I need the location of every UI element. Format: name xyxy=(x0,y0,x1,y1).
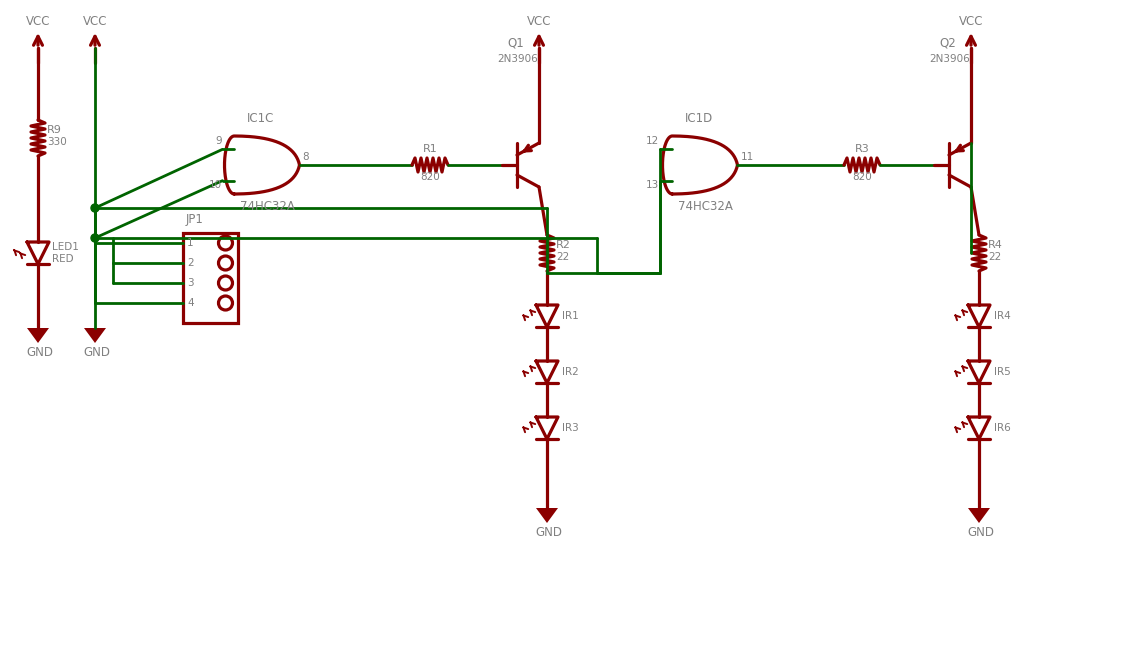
Text: IR6: IR6 xyxy=(994,423,1010,433)
Text: 9: 9 xyxy=(215,136,221,146)
Text: 74HC32A: 74HC32A xyxy=(241,200,294,213)
Text: 4: 4 xyxy=(188,298,193,308)
Circle shape xyxy=(91,204,99,212)
Text: R3: R3 xyxy=(854,144,869,154)
Text: 2: 2 xyxy=(188,258,193,268)
Text: IR3: IR3 xyxy=(562,423,579,433)
Text: 11: 11 xyxy=(741,152,754,162)
Text: 3: 3 xyxy=(188,278,193,288)
Text: R9: R9 xyxy=(47,125,62,135)
Text: 22: 22 xyxy=(556,252,569,262)
Text: R4: R4 xyxy=(988,240,1003,250)
Text: Q1: Q1 xyxy=(507,36,524,49)
Text: GND: GND xyxy=(83,346,110,359)
Text: 12: 12 xyxy=(646,136,660,146)
Text: GND: GND xyxy=(535,526,562,539)
Text: IC1C: IC1C xyxy=(247,112,274,125)
Text: 330: 330 xyxy=(47,137,66,147)
Text: R2: R2 xyxy=(556,240,571,250)
Text: 1: 1 xyxy=(188,238,193,248)
Text: GND: GND xyxy=(26,346,53,359)
Circle shape xyxy=(91,234,99,242)
Polygon shape xyxy=(27,328,49,343)
Polygon shape xyxy=(536,508,558,523)
Text: Q2: Q2 xyxy=(939,36,955,49)
Text: 13: 13 xyxy=(646,180,660,190)
Text: VCC: VCC xyxy=(26,15,51,28)
Text: IR5: IR5 xyxy=(994,367,1010,377)
Text: IR2: IR2 xyxy=(562,367,579,377)
Text: JP1: JP1 xyxy=(185,213,203,226)
Text: RED: RED xyxy=(52,254,74,264)
Text: 10: 10 xyxy=(208,180,221,190)
Text: IR4: IR4 xyxy=(994,311,1010,321)
Text: VCC: VCC xyxy=(527,15,552,28)
Text: VCC: VCC xyxy=(83,15,108,28)
Text: IR1: IR1 xyxy=(562,311,579,321)
Text: 2N3906: 2N3906 xyxy=(497,54,537,64)
Text: GND: GND xyxy=(967,526,994,539)
Text: R1: R1 xyxy=(423,144,437,154)
Polygon shape xyxy=(84,328,106,343)
Text: 2N3906: 2N3906 xyxy=(930,54,970,64)
Text: 74HC32A: 74HC32A xyxy=(678,200,733,213)
Text: 820: 820 xyxy=(420,172,439,182)
Text: 22: 22 xyxy=(988,252,1001,262)
Polygon shape xyxy=(968,508,990,523)
Text: 820: 820 xyxy=(852,172,872,182)
Bar xyxy=(182,233,237,323)
Text: 8: 8 xyxy=(302,152,309,162)
Text: VCC: VCC xyxy=(959,15,984,28)
Text: IC1D: IC1D xyxy=(685,112,714,125)
Text: LED1: LED1 xyxy=(52,242,79,252)
